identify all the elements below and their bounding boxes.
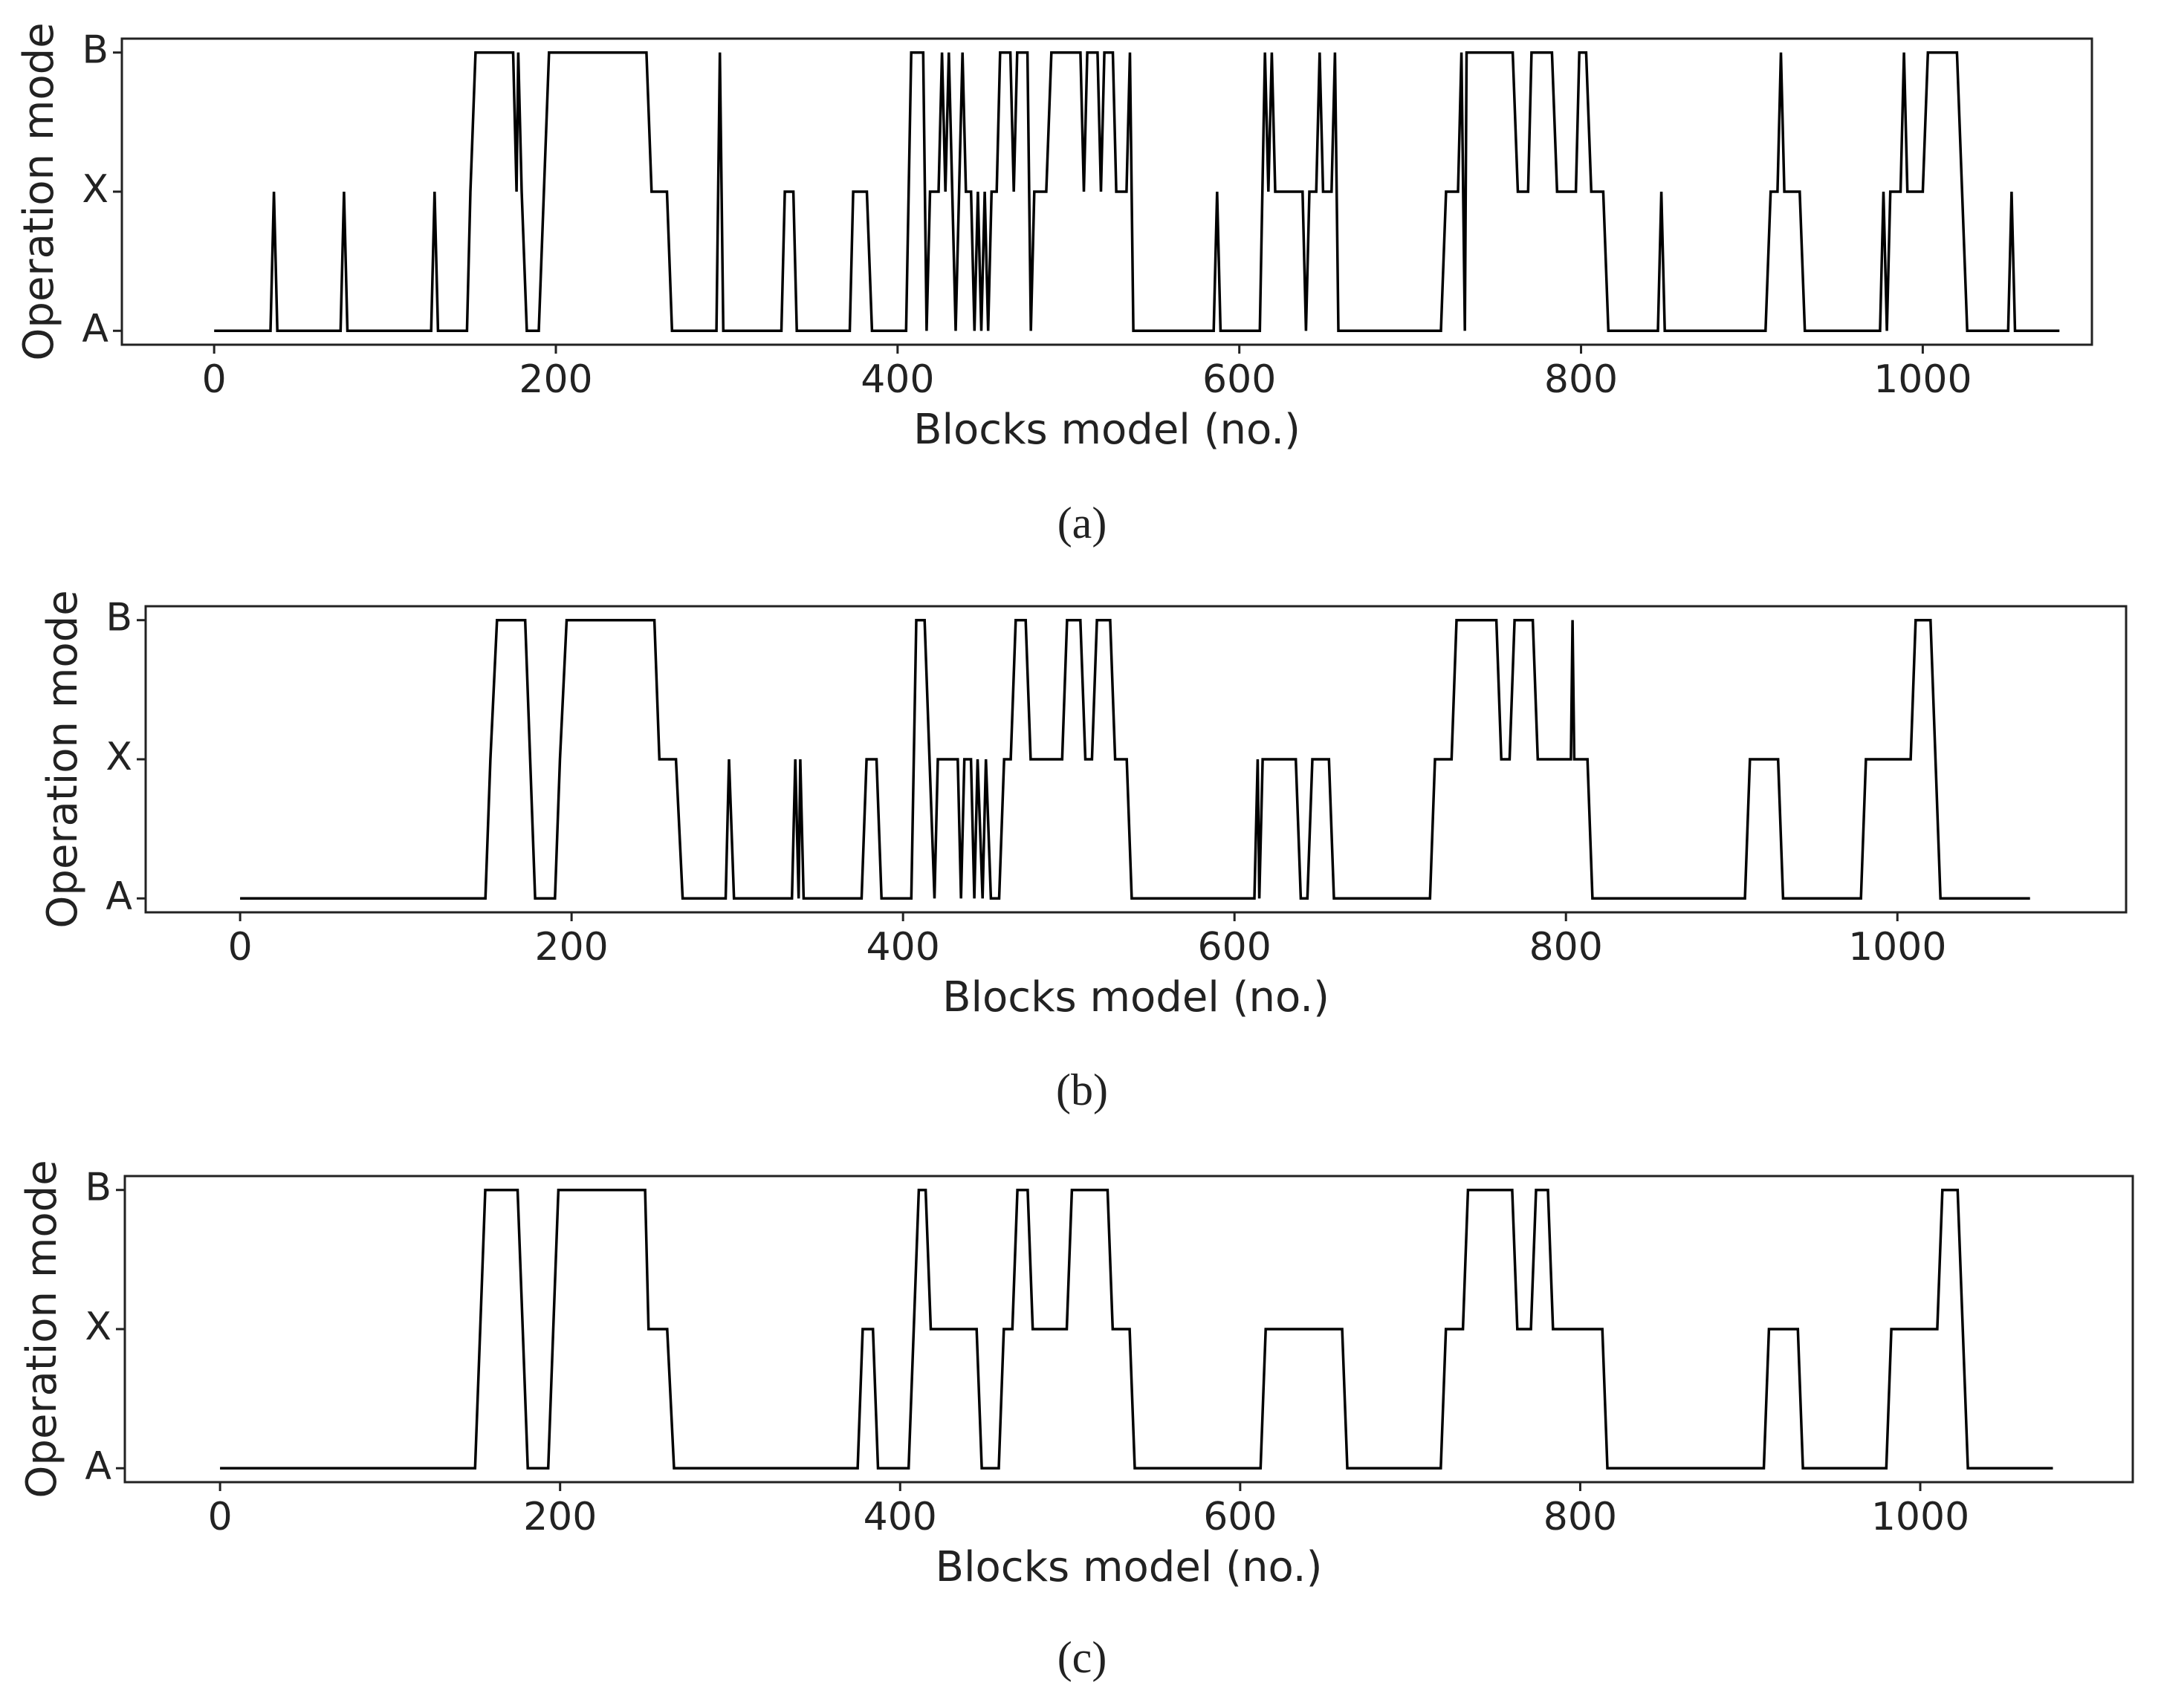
x-tick-label: 1000 [1873,357,1972,402]
x-axis-label: Blocks model (no.) [913,406,1300,454]
x-tick-label: 200 [523,1495,597,1539]
x-tick-label: 600 [1202,357,1276,402]
y-tick-label: B [85,1166,111,1210]
y-tick-label: X [82,167,108,212]
data-line [214,51,2060,333]
x-tick-label: 200 [535,925,609,970]
x-tick-label: 600 [1198,925,1271,970]
y-axis-label: Operation mode [15,22,63,360]
subfigure-caption: (c) [1057,1633,1107,1682]
x-tick-label: 800 [1543,1495,1617,1539]
x-tick-label: 400 [866,925,940,970]
x-tick-label: 400 [864,1495,937,1539]
x-tick-label: 800 [1544,357,1618,402]
x-axis-label: Blocks model (no.) [936,1543,1323,1591]
x-tick-label: 0 [202,357,227,402]
x-axis-label: Blocks model (no.) [942,973,1329,1022]
x-tick-label: 1000 [1871,1495,1969,1539]
y-axis-label: Operation mode [39,590,87,928]
y-tick-label: A [85,1444,111,1488]
y-tick-label: A [82,306,108,351]
subfigure-caption: (a) [1057,499,1107,548]
x-tick-label: 1000 [1848,925,1946,970]
x-tick-label: 400 [861,357,934,402]
x-tick-label: 600 [1203,1495,1277,1539]
x-tick-label: 0 [208,1495,233,1539]
x-tick-label: 0 [228,925,253,970]
x-tick-label: 800 [1529,925,1603,970]
y-tick-label: X [106,735,132,779]
y-tick-label: A [106,874,132,918]
subfigure-caption: (b) [1056,1065,1108,1114]
y-tick-label: B [106,596,132,640]
plot-frame [144,605,2128,914]
y-axis-label: Operation mode [18,1160,66,1498]
x-tick-label: 200 [519,357,592,402]
data-line [240,618,2030,900]
y-tick-label: X [85,1305,111,1349]
data-line [220,1188,2053,1470]
y-tick-label: B [82,28,108,73]
